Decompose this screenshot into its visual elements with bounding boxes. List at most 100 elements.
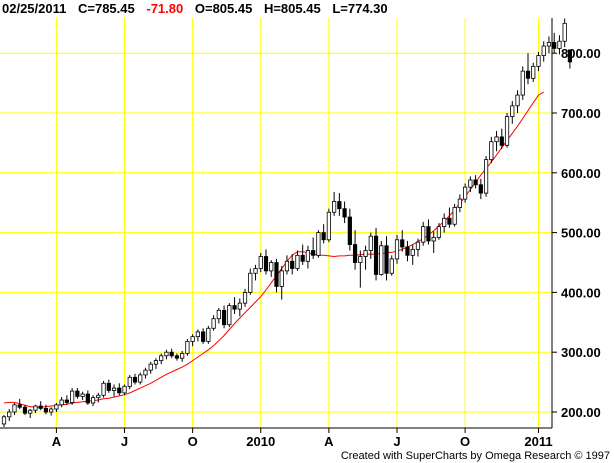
candle-body-up: [536, 55, 541, 67]
candle-body-up: [326, 211, 331, 241]
candle: [169, 348, 174, 359]
candle-body-down: [290, 260, 295, 269]
candle-body-up: [546, 42, 552, 47]
candle: [201, 328, 206, 344]
candle: [1, 414, 7, 427]
candle-body-up: [180, 352, 185, 359]
candle-body-up: [237, 302, 242, 310]
candle-body-up: [557, 40, 562, 49]
candle-body-up: [185, 341, 190, 354]
candle: [138, 372, 143, 385]
candle-body-down: [478, 184, 483, 194]
candle: [520, 66, 525, 100]
candle: [17, 398, 22, 410]
candle-body-down: [274, 262, 279, 287]
candle-body-up: [127, 376, 132, 387]
candle-body-up: [363, 250, 368, 257]
candle-body-up: [269, 262, 274, 272]
candle-body-down: [321, 232, 326, 241]
candle: [379, 240, 384, 276]
x-tick-label: A: [324, 434, 334, 449]
candle-body-down: [347, 216, 352, 245]
y-tick-label: 700.00: [561, 106, 601, 121]
candle: [7, 409, 12, 421]
candle-body-down: [174, 355, 180, 359]
candle-body-down: [232, 305, 237, 310]
candle-body-up: [164, 351, 169, 357]
candle: [384, 236, 389, 281]
candle: [316, 230, 321, 258]
candle-body-up: [468, 179, 473, 188]
candle-body-down: [567, 49, 573, 63]
candle: [159, 353, 164, 365]
candle-body-up: [452, 207, 457, 225]
candle-body-up: [421, 226, 426, 243]
candle-body-up: [49, 408, 54, 413]
x-tick-label: O: [460, 434, 470, 449]
candle-body-up: [489, 141, 494, 161]
candle: [473, 175, 478, 189]
candle: [504, 113, 510, 148]
candle-body-up: [332, 201, 337, 213]
candle-body-down: [473, 179, 478, 186]
candle-body-up: [138, 374, 143, 383]
candle-body-down: [373, 235, 379, 275]
y-tick-label: 200.00: [561, 405, 601, 420]
candle: [206, 325, 211, 344]
candle: [12, 403, 17, 415]
y-tick-label: 500.00: [561, 226, 601, 241]
candle: [483, 156, 489, 197]
time-axis: A J O 2010 A J O 2011: [52, 428, 553, 449]
candle-body-down: [38, 405, 43, 409]
candle: [536, 52, 541, 72]
candle-body-up: [190, 336, 195, 342]
candle: [64, 395, 69, 405]
candle-body-up: [316, 232, 321, 256]
candle: [499, 128, 504, 149]
candle: [363, 245, 368, 270]
candle: [531, 62, 536, 82]
candle: [431, 231, 436, 253]
candle: [195, 329, 200, 342]
candle-body-up: [394, 239, 400, 260]
candle-body-up: [379, 245, 384, 275]
candle: [132, 373, 138, 385]
candle: [337, 193, 342, 216]
candle-body-up: [153, 360, 159, 365]
candle: [85, 390, 90, 405]
candle-body-up: [258, 256, 263, 269]
candle: [421, 221, 426, 246]
y-tick-label: 800.00: [561, 46, 601, 61]
grid: [0, 18, 552, 428]
candle-body-down: [201, 331, 206, 342]
candle: [80, 391, 85, 401]
candle: [28, 409, 33, 418]
candle-body-up: [90, 397, 96, 404]
candle: [452, 203, 457, 227]
quote-close: C=785.45: [78, 1, 135, 16]
candle: [557, 35, 562, 55]
candle-body-down: [400, 239, 405, 248]
candle: [321, 224, 326, 244]
candle: [117, 383, 122, 396]
candle: [185, 339, 190, 356]
candle: [368, 232, 373, 259]
candle-body-up: [415, 241, 421, 250]
candle-body-down: [17, 404, 22, 408]
candle-body-up: [279, 270, 284, 287]
credit-text: Created with SuperCharts by Omega Resear…: [341, 450, 610, 462]
candle: [489, 136, 494, 164]
candle: [190, 334, 195, 347]
candle: [75, 388, 80, 399]
candle-body-up: [28, 409, 33, 414]
candle-body-up: [531, 65, 536, 79]
candle-layer: [1, 18, 573, 427]
candle: [143, 367, 148, 379]
candle: [311, 237, 316, 259]
candle: [410, 244, 415, 265]
x-tick-label: 2011: [524, 434, 552, 449]
candle-body-up: [562, 22, 567, 42]
candle-body-up: [483, 159, 489, 194]
